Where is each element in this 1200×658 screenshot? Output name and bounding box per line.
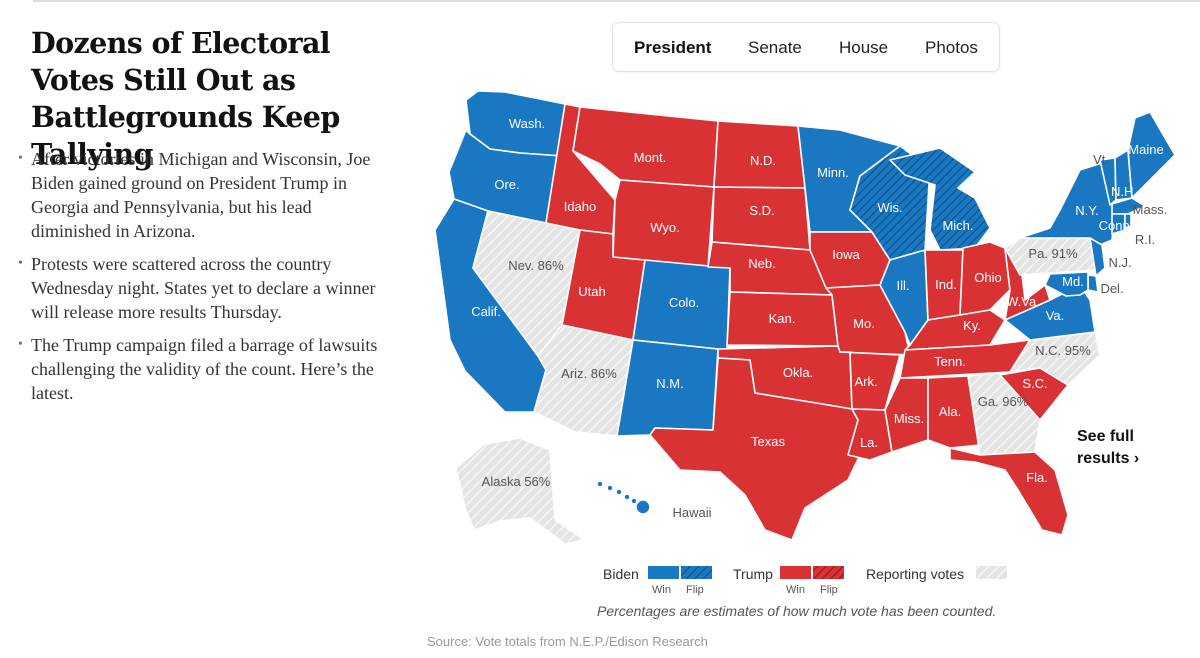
state-label-tenn: Tenn.	[934, 354, 966, 369]
legend-trump-win-swatch	[780, 566, 811, 579]
state-label-wyo: Wyo.	[650, 220, 680, 235]
state-label-miss: Miss.	[894, 411, 924, 426]
state-mississippi[interactable]	[884, 377, 929, 453]
state-label-ark: Ark.	[854, 374, 877, 389]
state-label-ri: R.I.	[1135, 232, 1155, 247]
state-michigan[interactable]	[889, 147, 991, 251]
state-label-va: Va.	[1046, 308, 1065, 323]
top-rule	[33, 0, 1200, 2]
state-maryland[interactable]	[1044, 271, 1089, 297]
state-massachusetts[interactable]	[1111, 197, 1146, 215]
state-label-wva: W.Va.	[1006, 294, 1040, 309]
state-label-mo: Mo.	[853, 316, 875, 331]
state-label-nd: N.D.	[750, 153, 776, 168]
state-label-texas: Texas	[751, 434, 785, 449]
state-label-conn: Conn.	[1099, 218, 1134, 233]
state-label-ill: Ill.	[897, 278, 910, 293]
state-connecticut[interactable]	[1111, 213, 1126, 235]
state-label-neb: Neb.	[748, 256, 775, 271]
state-label-sd: S.D.	[749, 203, 774, 218]
state-label-ga: Ga. 96%	[978, 394, 1029, 409]
legend-trump-win-label: Win	[786, 584, 805, 596]
legend-biden-flip-swatch	[681, 566, 712, 579]
state-south-dakota[interactable]	[711, 186, 811, 251]
state-label-ariz: Ariz. 86%	[561, 366, 617, 381]
state-rhode-island[interactable]	[1124, 213, 1132, 229]
tab-photos[interactable]: Photos	[925, 38, 978, 57]
state-label-hawaii: Hawaii	[672, 505, 711, 520]
state-label-nj: N.J.	[1108, 255, 1131, 270]
state-label-wash: Wash.	[509, 116, 545, 131]
state-label-nm: N.M.	[656, 376, 683, 391]
state-label-utah: Utah	[578, 284, 605, 299]
state-label-vt: Vt.	[1093, 152, 1109, 167]
state-label-md: Md.	[1062, 274, 1084, 289]
tab-senate[interactable]: Senate	[748, 38, 802, 57]
state-label-ohio: Ohio	[974, 270, 1001, 285]
state-labels: Wash. Ore. Calif. Nev. 86% Idaho Mont. Wyo. Uta…	[471, 116, 1167, 520]
legend-biden-win-label: Win	[652, 584, 671, 596]
map-legend	[648, 566, 1007, 579]
state-label-calif: Calif.	[471, 304, 501, 319]
summary-bullets: After victories in Michigan and Wisconsi…	[16, 147, 396, 414]
state-label-nc: N.C. 95%	[1035, 343, 1091, 358]
tab-president[interactable]: President	[634, 38, 712, 57]
state-label-ny: N.Y.	[1075, 203, 1099, 218]
state-new-jersey[interactable]	[1089, 237, 1106, 277]
state-label-okla: Okla.	[783, 365, 813, 380]
state-label-del: Del.	[1100, 281, 1123, 296]
state-label-colo: Colo.	[669, 295, 699, 310]
state-label-la: La.	[860, 435, 878, 450]
legend-biden-flip-label: Flip	[686, 584, 704, 596]
state-label-fla: Fla.	[1026, 470, 1048, 485]
legend-trump-label: Trump	[733, 566, 773, 582]
state-label-nh: N.H.	[1111, 184, 1137, 199]
legend-trump-flip-swatch	[813, 566, 844, 579]
see-full-line1: See full	[1077, 428, 1134, 445]
legend-reporting-label: Reporting votes	[866, 566, 965, 582]
state-label-idaho: Idaho	[564, 199, 597, 214]
legend-biden-win-swatch	[648, 566, 679, 579]
state-label-pa: Pa. 91%	[1028, 246, 1078, 261]
state-label-ore: Ore.	[494, 177, 519, 192]
source-credit: Source: Vote totals from N.E.P./Edison R…	[427, 634, 708, 649]
state-label-kan: Kan.	[769, 311, 796, 326]
state-label-alaska: Alaska 56%	[482, 474, 551, 489]
state-label-ind: Ind.	[935, 277, 957, 292]
state-label-ky: Ky.	[963, 318, 981, 333]
state-delaware[interactable]	[1087, 274, 1099, 293]
state-label-ala: Ala.	[939, 404, 961, 419]
bullet-1: After victories in Michigan and Wisconsi…	[16, 147, 396, 243]
legend-biden-label: Biden	[603, 566, 639, 582]
legend-trump-flip-label: Flip	[820, 584, 838, 596]
state-label-nev: Nev. 86%	[508, 258, 564, 273]
see-full-line2: results ›	[1077, 450, 1140, 467]
state-label-mich: Mich.	[942, 218, 973, 233]
state-alaska[interactable]	[455, 437, 586, 545]
state-label-wis: Wis.	[877, 200, 902, 215]
race-tabs: President Senate House Photos	[612, 22, 1000, 72]
state-texas[interactable]	[649, 357, 861, 541]
state-label-maine: Maine	[1128, 142, 1163, 157]
tab-house[interactable]: House	[839, 38, 889, 57]
state-label-mont: Mont.	[634, 150, 667, 165]
state-label-minn: Minn.	[817, 165, 849, 180]
bullet-2: Protests were scattered across the count…	[16, 252, 396, 324]
bullet-3: The Trump campaign filed a barrage of la…	[16, 333, 396, 405]
see-full-results-link[interactable]: See full results ›	[1077, 426, 1139, 470]
state-montana[interactable]	[572, 106, 719, 188]
state-label-mass: Mass.	[1133, 202, 1168, 217]
state-label-iowa: Iowa	[832, 247, 860, 262]
state-hawaii[interactable]	[596, 480, 651, 515]
map-note: Percentages are estimates of how much vo…	[597, 603, 997, 619]
state-alabama[interactable]	[927, 375, 981, 449]
legend-reporting-swatch	[976, 566, 1007, 579]
state-florida[interactable]	[949, 447, 1069, 536]
state-label-sc: S.C.	[1022, 376, 1047, 391]
